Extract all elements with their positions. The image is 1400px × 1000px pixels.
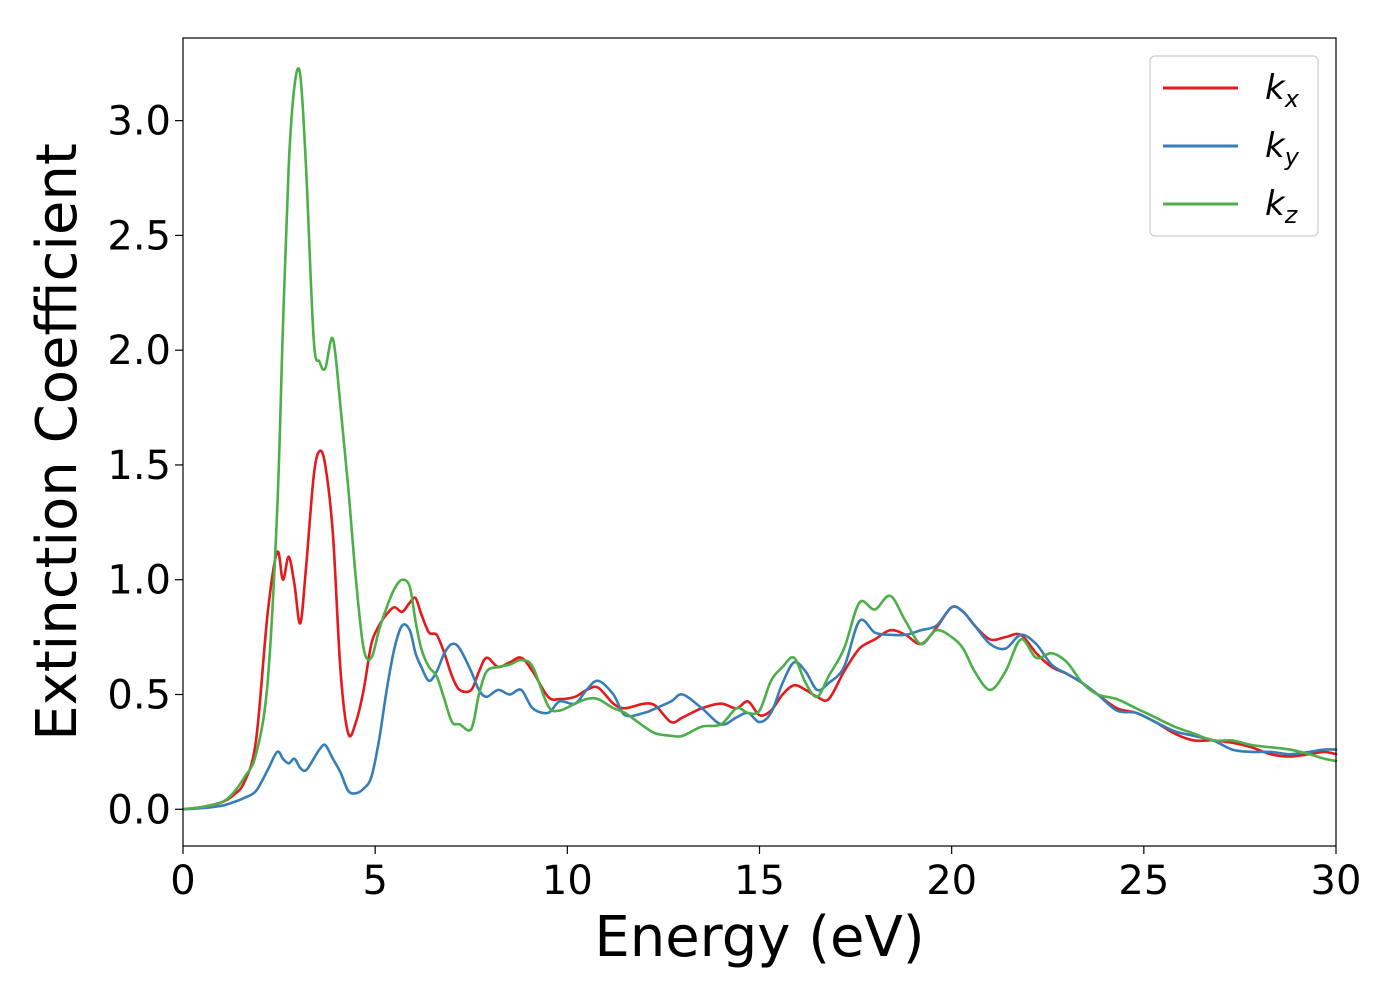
x-axis-title: Energy (eV) [594,905,924,970]
legend-label-x: kx [1265,68,1300,113]
series-line-y [181,605,1338,811]
x-tick-label: 25 [1118,858,1169,904]
legend-label-y: ky [1265,126,1300,171]
y-tick-label: 2.5 [107,213,171,259]
y-tick-label: 0.5 [107,673,171,719]
y-tick-label: 1.5 [107,443,171,489]
x-tick-label: 30 [1311,858,1362,904]
x-tick-label: 5 [362,858,387,904]
y-tick-label: 3.0 [107,99,171,145]
y-tick-label: 1.0 [107,558,171,604]
x-tick-label: 15 [734,858,785,904]
x-axis: 0 5 10 15 20 25 30 [170,846,1361,904]
x-tick-label: 10 [542,858,593,904]
series-layer [181,67,1338,811]
legend: kx ky kz [1149,55,1319,237]
y-tick-label: 0.0 [107,787,171,833]
y-tick-label: 2.0 [107,328,171,374]
y-axis: 0.0 0.5 1.0 1.5 2.0 2.5 3.0 [107,99,183,833]
y-axis-title: Extinction Coefficient [25,143,90,741]
x-tick-label: 20 [926,858,977,904]
series-line-z [181,67,1338,811]
legend-label-z: kz [1265,184,1299,229]
x-tick-label: 0 [170,858,195,904]
